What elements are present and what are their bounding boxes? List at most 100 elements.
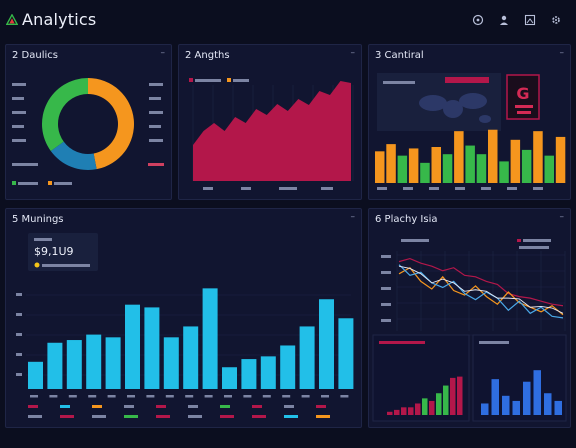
panel-title: 6 Plachy Isia	[375, 214, 438, 225]
donut-slice	[50, 141, 97, 170]
sub-bar-series	[481, 370, 562, 415]
tick-label	[381, 287, 391, 290]
y-axis-labels	[381, 255, 391, 322]
bar	[554, 400, 562, 415]
donut-slice	[41, 78, 88, 152]
bar	[422, 398, 428, 415]
tick-label	[149, 97, 161, 100]
tick-label	[204, 395, 213, 398]
line-series-orange	[398, 266, 564, 316]
tick-label	[340, 395, 349, 398]
top-bar: Analytics	[0, 0, 576, 40]
legend-right	[149, 83, 163, 142]
sub-panel-title	[479, 341, 509, 344]
legend-label	[60, 415, 74, 418]
legend-label	[156, 415, 170, 418]
legend-label	[220, 415, 234, 418]
legend-swatch	[188, 405, 198, 408]
tick-label	[49, 395, 58, 398]
legend-swatch	[124, 405, 134, 408]
bar	[502, 395, 510, 415]
legend-label	[252, 415, 266, 418]
bar	[241, 359, 257, 389]
bar	[436, 393, 442, 415]
kpi-value: $9,1U9	[34, 245, 74, 258]
gear-icon[interactable]	[550, 14, 562, 26]
bar	[47, 342, 63, 389]
image-icon[interactable]	[524, 14, 536, 26]
bar	[105, 337, 121, 389]
bar	[375, 151, 385, 183]
legend-swatch	[60, 405, 70, 408]
bar-series	[28, 288, 354, 389]
bar	[183, 326, 199, 389]
badge-label	[515, 105, 533, 108]
tick-label	[403, 187, 413, 190]
tick-label	[321, 395, 329, 398]
tick-label	[165, 395, 174, 398]
tick-label	[381, 319, 391, 322]
github-icon[interactable]	[472, 14, 484, 26]
donut-chart	[12, 78, 164, 185]
bar	[415, 403, 421, 415]
legend	[12, 181, 72, 185]
bar	[125, 304, 140, 389]
tick-label	[262, 395, 271, 398]
tick-label	[377, 187, 387, 190]
sub-bar-series	[387, 376, 463, 415]
tick-label	[149, 125, 161, 128]
logo-icon	[6, 13, 18, 25]
legend-label	[54, 182, 72, 185]
legend-swatch	[12, 181, 16, 185]
bar	[299, 326, 315, 389]
line-series-white	[398, 265, 564, 314]
bar	[86, 334, 102, 389]
legend-label	[233, 79, 249, 82]
bar	[28, 361, 43, 389]
legend-swatch	[517, 239, 521, 242]
tick-label	[279, 187, 297, 190]
bar	[450, 377, 456, 415]
tick-label	[203, 187, 213, 190]
panel-menu-button[interactable]: –	[350, 212, 356, 222]
line-series-crimson	[398, 257, 564, 307]
panel-menu-button[interactable]: –	[559, 212, 565, 222]
legend-label	[195, 79, 221, 82]
legend-swatch	[189, 78, 193, 82]
tick-label	[12, 111, 26, 114]
chart-caption	[401, 239, 429, 242]
bar	[544, 393, 552, 415]
bar	[533, 370, 541, 415]
tick-label	[429, 187, 439, 190]
panel-donut: 2 Daulics –	[5, 44, 172, 200]
bar	[465, 145, 475, 183]
legend-swatch	[252, 405, 262, 408]
legend-caption	[148, 163, 164, 166]
badge-letter: G	[516, 84, 529, 103]
tick-label	[243, 395, 252, 398]
panel-menu-button[interactable]: –	[350, 48, 356, 58]
y-axis-labels	[16, 293, 22, 376]
tick-label	[12, 97, 24, 100]
legend-label	[92, 415, 106, 418]
bar	[319, 299, 334, 389]
panel-menu-button[interactable]: –	[160, 48, 166, 58]
panel-menu-button[interactable]: –	[559, 48, 565, 58]
legend-caption	[12, 163, 38, 166]
panel-area: 2 Angths –	[178, 44, 362, 200]
bar	[387, 411, 393, 415]
kpi-caption	[42, 264, 90, 267]
panel-bars: 5 Munings – $9,1U9	[5, 208, 362, 428]
bar	[420, 162, 430, 183]
legend-swatch	[28, 405, 38, 408]
legend-swatch	[220, 405, 230, 408]
brand: Analytics	[6, 10, 96, 29]
bar	[512, 400, 520, 415]
legend-label	[284, 415, 298, 418]
bar-chart: $9,1U9	[16, 233, 354, 418]
app-title: Analytics	[22, 10, 97, 29]
user-icon[interactable]	[498, 14, 510, 26]
panel-lines: 6 Plachy Isia –	[368, 208, 571, 428]
bar	[429, 400, 435, 415]
donut-slice	[88, 78, 135, 170]
